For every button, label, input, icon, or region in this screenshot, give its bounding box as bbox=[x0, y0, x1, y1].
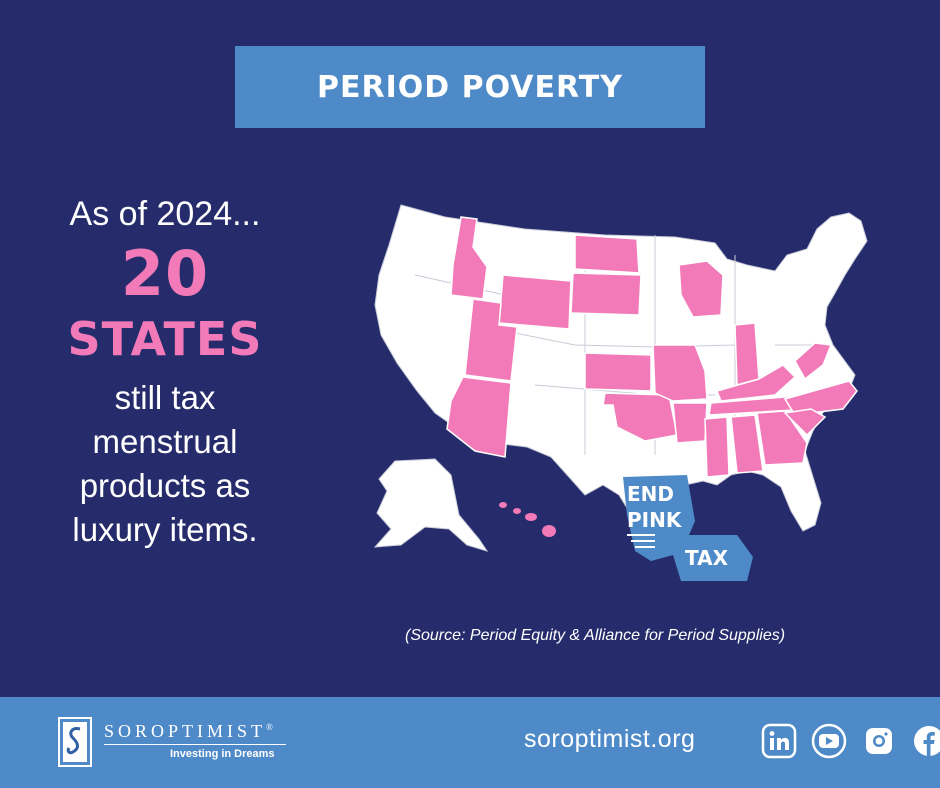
state-south-carolina-nc-edge bbox=[783, 408, 827, 437]
state-north-dakota bbox=[574, 234, 640, 274]
sticker-tax: TAX bbox=[685, 546, 729, 570]
description-line: still tax bbox=[114, 379, 216, 416]
website-link[interactable]: soroptimist.org bbox=[524, 725, 696, 753]
youtube-icon[interactable] bbox=[810, 722, 848, 760]
state-utah bbox=[464, 298, 518, 382]
description-line: products as bbox=[79, 467, 251, 504]
state-west-virginia bbox=[794, 342, 833, 381]
facebook-icon[interactable] bbox=[910, 722, 940, 760]
sticker-stripes bbox=[627, 534, 655, 548]
linkedin-icon[interactable] bbox=[760, 722, 798, 760]
states-count: 20 bbox=[120, 237, 210, 310]
state-wyoming bbox=[498, 274, 572, 330]
state-south-dakota bbox=[570, 272, 642, 316]
as-of-text: As of 2024... bbox=[69, 195, 261, 233]
description-text: still tax menstrual products as luxury i… bbox=[20, 376, 310, 552]
state-oklahoma bbox=[602, 392, 678, 442]
state-idaho bbox=[450, 216, 488, 300]
social-icons bbox=[760, 721, 940, 761]
footer-bar: SOROPTIMIST® Investing in Dreams soropti… bbox=[0, 697, 940, 788]
taxed-states bbox=[446, 216, 858, 478]
state-arkansas bbox=[672, 402, 708, 444]
logo-name: SOROPTIMIST® bbox=[104, 721, 273, 741]
state-hawaii bbox=[499, 502, 556, 537]
sticker-pink: PINK bbox=[627, 508, 683, 532]
logo-rule bbox=[104, 744, 286, 745]
us-map-graphic: END PINK TAX bbox=[373, 204, 868, 581]
description-line: luxury items. bbox=[72, 511, 258, 548]
state-alabama bbox=[730, 414, 764, 474]
state-indiana bbox=[734, 322, 760, 386]
state-kansas bbox=[584, 352, 652, 392]
soroptimist-emblem-icon bbox=[58, 717, 92, 767]
end-pink-tax-sticker: END PINK TAX bbox=[623, 475, 753, 581]
state-missouri bbox=[652, 344, 708, 402]
logo-tagline: Investing in Dreams bbox=[170, 748, 275, 760]
page-title: PERIOD POVERTY bbox=[317, 69, 623, 105]
instagram-icon[interactable] bbox=[860, 722, 898, 760]
state-mississippi bbox=[704, 416, 730, 478]
title-banner: PERIOD POVERTY bbox=[235, 46, 705, 128]
state-kentucky bbox=[715, 364, 797, 402]
states-label: STATES bbox=[67, 312, 263, 366]
soroptimist-logo[interactable]: SOROPTIMIST® Investing in Dreams bbox=[58, 717, 288, 771]
sticker-end: END bbox=[627, 482, 674, 506]
description-line: menstrual bbox=[92, 423, 238, 460]
state-arizona bbox=[446, 376, 512, 458]
headline-block: As of 2024... 20 STATES still tax menstr… bbox=[20, 192, 310, 552]
us-map: END PINK TAX bbox=[355, 195, 920, 595]
state-wisconsin bbox=[678, 260, 724, 318]
state-alaska bbox=[373, 458, 489, 552]
state-georgia bbox=[756, 410, 808, 466]
source-citation: (Source: Period Equity & Alliance for Pe… bbox=[405, 627, 786, 644]
registered-mark: ® bbox=[266, 722, 273, 732]
